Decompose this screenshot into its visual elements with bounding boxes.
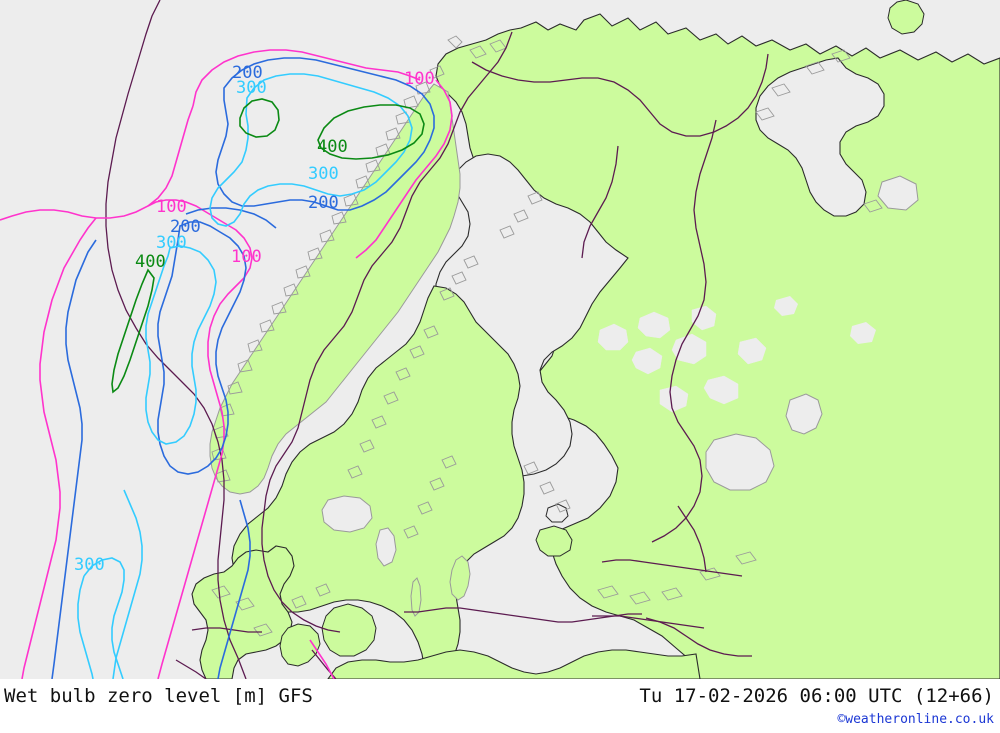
land-gotland (449, 555, 471, 601)
contour-300-group (77, 73, 413, 679)
contour-200-central (157, 221, 247, 475)
water-lake-vattern (375, 527, 397, 567)
contour-label-400-b: 400 (135, 252, 166, 272)
border-estonia-russia (677, 505, 707, 573)
border-norway-finland-north (471, 53, 769, 137)
contour-300-lowleft (112, 489, 143, 679)
footer-bar: Wet bulb zero level [m] GFS Tu 17-02-202… (0, 679, 1000, 733)
land-north-germany-poland (327, 649, 701, 679)
contour-400-main-cell (317, 104, 425, 160)
border-layer (105, 0, 769, 679)
contour-label-layer: 200 300 100 400 300 200 100 200 300 400 … (74, 63, 435, 575)
contour-label-100-a: 100 (404, 69, 435, 89)
contour-200-lowleft (217, 499, 251, 679)
contour-100-north-right (355, 79, 453, 259)
contour-200-north (215, 57, 435, 211)
contour-200-left (51, 239, 97, 679)
contour-300-lowleft2 (77, 575, 94, 679)
contour-400-small-cell (239, 98, 280, 138)
contour-400-south-cell (111, 268, 155, 394)
contour-300-lowleft-join (83, 557, 125, 679)
contour-300-central (145, 245, 217, 445)
border-denmark-germany (191, 627, 262, 633)
border-latvia-lithuania (592, 615, 705, 629)
contour-label-400-a: 400 (317, 137, 348, 157)
contour-label-300-d: 300 (74, 555, 105, 575)
lakes-misc (774, 296, 876, 344)
contour-label-100-b: 100 (156, 197, 187, 217)
land-zealand (321, 603, 377, 657)
land-norway-coastal-strip (209, 83, 461, 495)
contour-label-100-c: 100 (231, 247, 262, 267)
water-lake-ladoga (705, 433, 775, 491)
border-estonia-latvia (601, 559, 743, 577)
contour-200-ne (185, 207, 277, 229)
contour-100-north-left (0, 105, 194, 221)
land-hiiumaa (545, 503, 569, 523)
product-title: Wet bulb zero level [m] GFS (4, 685, 313, 707)
contour-200-group (51, 57, 435, 679)
water-lake-ne (877, 175, 919, 211)
border-baltic-south (645, 617, 752, 657)
contour-300-north (209, 73, 413, 227)
contour-100-group (0, 49, 453, 679)
sea-white-sea (755, 57, 885, 217)
land-kola-inner (887, 0, 925, 35)
contour-100-south-tail (309, 639, 335, 679)
water-lake-onega (785, 393, 823, 435)
border-germany-poland (404, 607, 642, 623)
contour-100-central (147, 199, 253, 679)
land-funen (279, 623, 321, 667)
contour-label-200-a: 200 (232, 63, 263, 83)
valid-time-label: Tu 17-02-2026 06:00 UTC (12+66) (639, 685, 994, 707)
lakes-finland (597, 305, 767, 413)
border-germany-inland (175, 659, 207, 679)
land-saaremaa (535, 525, 573, 557)
contour-label-200-c: 200 (170, 217, 201, 237)
contour-100-west (21, 217, 97, 679)
coastline-detail-layer (211, 35, 883, 637)
border-norway-sweden (261, 31, 513, 633)
copyright-label[interactable]: ©weatheronline.co.uk (837, 712, 994, 727)
contour-label-200-b: 200 (308, 193, 339, 213)
border-sweden-finland (581, 145, 619, 259)
contour-100-north (192, 49, 421, 107)
land-oland (410, 577, 422, 617)
contour-400-group (111, 98, 425, 394)
border-offshore-nw (105, 0, 247, 679)
contour-label-300-a: 300 (236, 78, 267, 98)
contour-label-300-b: 300 (308, 164, 339, 184)
map-canvas[interactable]: 200 300 100 400 300 200 100 200 300 400 … (0, 0, 1000, 679)
contour-label-300-c: 300 (156, 233, 187, 253)
water-lake-vanern (321, 495, 373, 533)
border-finland-russia (651, 119, 717, 543)
